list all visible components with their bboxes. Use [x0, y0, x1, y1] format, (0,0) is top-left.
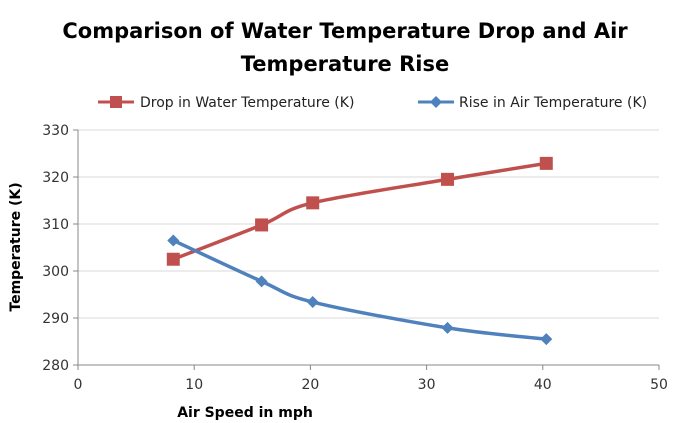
- data-point-air: [306, 296, 319, 309]
- data-point-water: [441, 172, 455, 186]
- x-axis-title: Air Speed in mph: [177, 405, 313, 421]
- series-air: [167, 234, 553, 346]
- legend-entry-water: Drop in Water Temperature (K): [98, 95, 354, 111]
- y-axis-ticks: 280 290 300 310 320 330: [42, 123, 78, 374]
- y-axis-title: Temperature (K): [8, 182, 24, 311]
- data-point-air: [167, 234, 180, 247]
- gridlines: [78, 129, 659, 319]
- legend-entry-air: Rise in Air Temperature (K): [418, 95, 647, 111]
- data-point-air: [441, 321, 454, 334]
- y-tick-label: 280: [42, 358, 69, 374]
- legend-label-water: Drop in Water Temperature (K): [140, 95, 354, 111]
- chart-title-line-2: Temperature Rise: [241, 52, 449, 76]
- series-water: [166, 156, 553, 266]
- chart-legend: Drop in Water Temperature (K) Rise in Ai…: [98, 95, 647, 111]
- data-point-water: [539, 156, 553, 170]
- y-tick-label: 320: [42, 170, 69, 186]
- series-line-air: [172, 238, 547, 341]
- chart-title: Comparison of Water Temperature Drop and…: [62, 19, 628, 76]
- y-tick-label: 310: [42, 217, 69, 233]
- x-tick-label: 50: [650, 377, 668, 393]
- data-point-air: [255, 275, 268, 288]
- y-tick-label: 300: [42, 264, 69, 280]
- data-point-water: [166, 252, 180, 266]
- x-tick-label: 10: [185, 377, 203, 393]
- x-axis-ticks: 0 10 20 30 40 50: [74, 365, 668, 393]
- chart-title-line-1: Comparison of Water Temperature Drop and…: [62, 19, 628, 43]
- legend-marker-air: [430, 96, 442, 108]
- series-line-water: [172, 161, 547, 261]
- legend-marker-water: [110, 96, 122, 108]
- y-tick-label: 290: [42, 311, 69, 327]
- axes: [77, 130, 659, 366]
- x-tick-label: 20: [301, 377, 319, 393]
- legend-label-air: Rise in Air Temperature (K): [459, 95, 647, 111]
- x-tick-label: 30: [418, 377, 436, 393]
- x-tick-label: 40: [534, 377, 552, 393]
- data-point-water: [306, 196, 320, 210]
- y-tick-label: 330: [42, 123, 69, 139]
- x-tick-label: 0: [74, 377, 83, 393]
- data-point-air: [540, 333, 553, 346]
- data-point-water: [255, 218, 269, 232]
- series: [166, 156, 553, 346]
